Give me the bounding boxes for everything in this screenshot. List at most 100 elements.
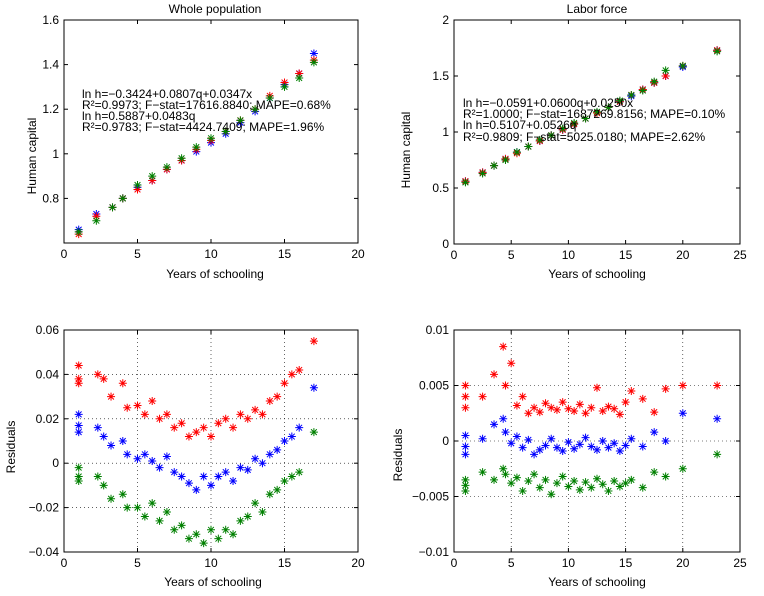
x-tick-label: 15	[278, 556, 292, 570]
data-point	[570, 407, 579, 416]
data-point	[547, 490, 556, 499]
data-point	[133, 181, 142, 190]
data-point	[229, 530, 238, 539]
x-axis-label: Years of schooling	[164, 575, 262, 589]
data-point	[461, 450, 470, 459]
y-tick-label: 1	[52, 147, 59, 161]
data-points	[461, 46, 722, 187]
y-tick-label: 0.02	[36, 412, 60, 426]
y-tick-label: 0	[442, 434, 449, 448]
plot-frame	[63, 329, 359, 553]
data-point	[547, 434, 556, 443]
data-point	[678, 381, 687, 390]
data-point	[512, 473, 521, 482]
data-point	[501, 156, 510, 164]
regression-annotations: ln h=−0.3424+0.0807q+0.0347x R²=0.9973; …	[82, 87, 331, 134]
data-point	[627, 387, 636, 396]
data-point	[461, 178, 470, 187]
data-point	[280, 82, 289, 91]
plot-frame	[63, 19, 359, 244]
data-point	[661, 384, 670, 393]
data-point	[518, 443, 527, 452]
data-point	[499, 342, 508, 351]
data-point	[564, 404, 573, 413]
data-point	[621, 398, 630, 407]
data-point	[74, 428, 83, 437]
data-point	[530, 403, 539, 412]
data-point	[610, 404, 619, 413]
series-2	[461, 47, 722, 187]
y-tick-label: 0.8	[42, 191, 59, 205]
annotation-text: ln h=−0.3424+0.0807q+0.0347x	[82, 87, 252, 101]
data-point	[541, 475, 550, 484]
data-point	[74, 421, 83, 430]
x-axis-label: Years of schooling	[548, 267, 646, 281]
data-point	[170, 468, 179, 477]
y-axis-label: Human capital	[399, 112, 413, 189]
data-point	[581, 478, 590, 487]
data-point	[593, 445, 601, 454]
x-tick-label: 25	[733, 248, 747, 262]
panel-whole-population: Whole population Years of schooling Huma…	[25, 2, 365, 281]
data-point	[162, 452, 171, 461]
data-point	[512, 148, 521, 157]
data-point	[535, 445, 544, 454]
data-point	[512, 401, 521, 410]
data-point	[118, 194, 127, 203]
x-axis-label: Years of schooling	[548, 575, 646, 589]
data-point	[184, 432, 193, 441]
data-point	[713, 414, 722, 423]
x-tick-label: 15	[619, 248, 633, 262]
data-point	[661, 72, 670, 80]
data-point	[207, 134, 215, 143]
data-point	[541, 441, 550, 450]
data-point	[535, 408, 544, 417]
data-point	[638, 483, 647, 492]
data-point	[295, 73, 304, 82]
y-axis-label: Residuals	[391, 429, 405, 482]
data-point	[170, 525, 179, 534]
data-point	[107, 441, 116, 450]
data-point	[627, 91, 636, 100]
data-point	[162, 508, 171, 517]
data-point	[604, 103, 613, 112]
data-point	[295, 423, 304, 432]
data-point	[535, 483, 544, 492]
data-point	[501, 470, 510, 479]
annotation-text: ln h=−0.0591+0.0600q+0.0250x	[463, 96, 633, 110]
data-point	[273, 392, 282, 401]
data-point	[265, 397, 274, 406]
data-point	[133, 454, 142, 463]
data-point	[490, 420, 499, 429]
x-tick-label: 10	[562, 248, 576, 262]
x-tick-label: 20	[676, 248, 690, 262]
data-point	[265, 450, 274, 459]
data-point	[564, 438, 573, 447]
data-point	[192, 428, 201, 437]
y-tick-label: 0.01	[426, 323, 450, 337]
data-point	[570, 444, 579, 453]
y-tick-label: −0.02	[29, 501, 60, 515]
data-point	[461, 431, 470, 440]
data-point	[118, 379, 127, 388]
data-point	[478, 169, 487, 178]
x-tick-label: 10	[204, 247, 218, 261]
data-point	[287, 432, 296, 441]
data-point	[615, 96, 624, 105]
data-point	[524, 409, 533, 418]
data-point	[140, 410, 149, 419]
data-point	[162, 410, 171, 419]
data-point	[123, 450, 132, 459]
data-point	[155, 463, 164, 472]
data-point	[221, 414, 230, 423]
data-point	[265, 94, 274, 103]
y-axis-label: Residuals	[4, 421, 18, 474]
data-point	[184, 479, 193, 488]
data-point	[621, 479, 630, 488]
data-point	[507, 359, 516, 368]
data-point	[558, 446, 567, 455]
data-point	[309, 49, 318, 58]
data-point	[265, 490, 274, 499]
plot-frame	[453, 329, 741, 553]
data-point	[133, 503, 142, 512]
